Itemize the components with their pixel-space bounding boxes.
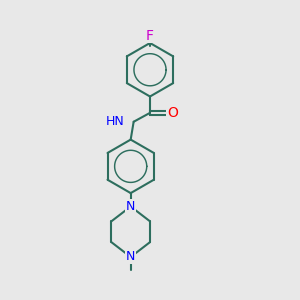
Text: N: N (126, 200, 135, 213)
Text: F: F (146, 28, 154, 43)
Text: N: N (126, 250, 135, 263)
Text: HN: HN (106, 115, 125, 128)
Text: O: O (167, 106, 178, 120)
